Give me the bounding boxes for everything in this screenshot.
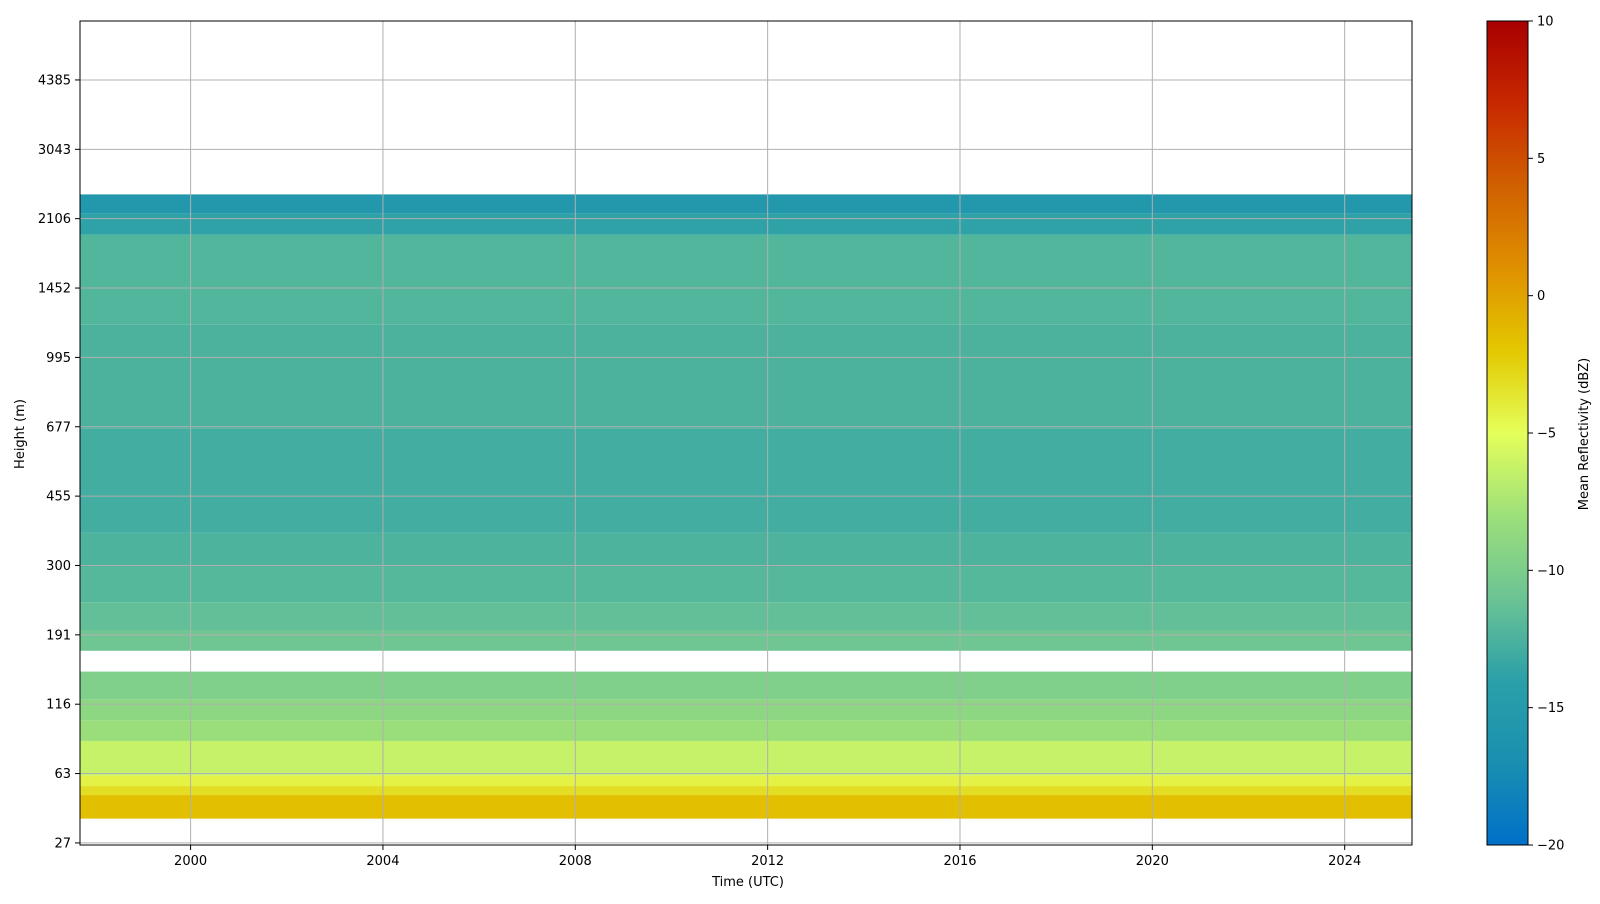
heatmap-layer-6: [80, 671, 1412, 700]
colorbar: [1486, 20, 1529, 846]
heatmap-layer-11: [80, 428, 1412, 533]
colorbar-tick-label: −15: [1537, 701, 1564, 716]
x-tick-label: 2000: [174, 854, 207, 869]
y-axis-label: Height (m): [13, 399, 28, 469]
heatmap-layer-0: [80, 795, 1412, 819]
x-tick-label: 2012: [751, 854, 784, 869]
colorbar-tick-label: −5: [1537, 427, 1556, 442]
heatmap-layers: [80, 194, 1412, 819]
y-axis-ticks: 27 63 116 191 300 455 677 995 1452 2106 3043 4385: [38, 73, 80, 851]
y-tick-label: 63: [54, 767, 71, 782]
colorbar-tick-label: 0: [1537, 289, 1545, 304]
colorbar-tick-label: 5: [1537, 152, 1545, 167]
y-tick-label: 27: [54, 836, 71, 851]
y-tick-label: 300: [46, 559, 71, 574]
heatmap-layer-3: [80, 740, 1412, 776]
x-tick-label: 2020: [1136, 854, 1169, 869]
y-tick-label: 191: [46, 628, 71, 643]
x-axis-label: Time (UTC): [711, 875, 784, 890]
y-tick-label: 3043: [38, 143, 71, 158]
y-tick-label: 116: [46, 698, 71, 713]
colorbar-tick-label: −20: [1537, 839, 1564, 854]
heatmap-layer-1: [80, 786, 1412, 796]
heatmap-layer-2: [80, 775, 1412, 787]
heatmap-layer-8: [80, 602, 1412, 630]
heatmap-layer-9: [80, 567, 1412, 603]
x-tick-label: 2024: [1328, 854, 1361, 869]
y-tick-label: 995: [46, 351, 71, 366]
x-axis-ticks: 2000 2004 2008 2012 2016 2020 2024: [174, 845, 1361, 869]
y-tick-label: 677: [46, 420, 71, 435]
x-tick-label: 2004: [366, 854, 399, 869]
heatmap-layer-4: [80, 720, 1412, 741]
heatmap-layer-5: [80, 699, 1412, 721]
y-tick-label: 1452: [38, 282, 71, 297]
y-tick-label: 455: [46, 490, 71, 505]
x-tick-label: 2008: [559, 854, 592, 869]
heatmap-layer-15: [80, 194, 1412, 214]
heatmap-layer-14: [80, 213, 1412, 235]
heatmap-layer-10: [80, 532, 1412, 568]
heatmap-layer-12: [80, 324, 1412, 429]
colorbar-tick-label: 10: [1537, 15, 1554, 30]
plot-frame: [79, 20, 1413, 846]
heatmap-layer-7: [80, 629, 1412, 651]
y-tick-label: 2106: [38, 212, 71, 227]
colorbar-tick-label: −10: [1537, 564, 1564, 579]
colorbar-ticks: 10 5 0 −5 −10 −15 −20: [1528, 15, 1564, 854]
heatmap-layer-13: [80, 234, 1412, 325]
y-tick-label: 4385: [38, 73, 71, 88]
grid-lines: [80, 21, 1412, 845]
x-tick-label: 2016: [943, 854, 976, 869]
colorbar-label: Mean Reflectivity (dBZ): [1577, 358, 1592, 511]
